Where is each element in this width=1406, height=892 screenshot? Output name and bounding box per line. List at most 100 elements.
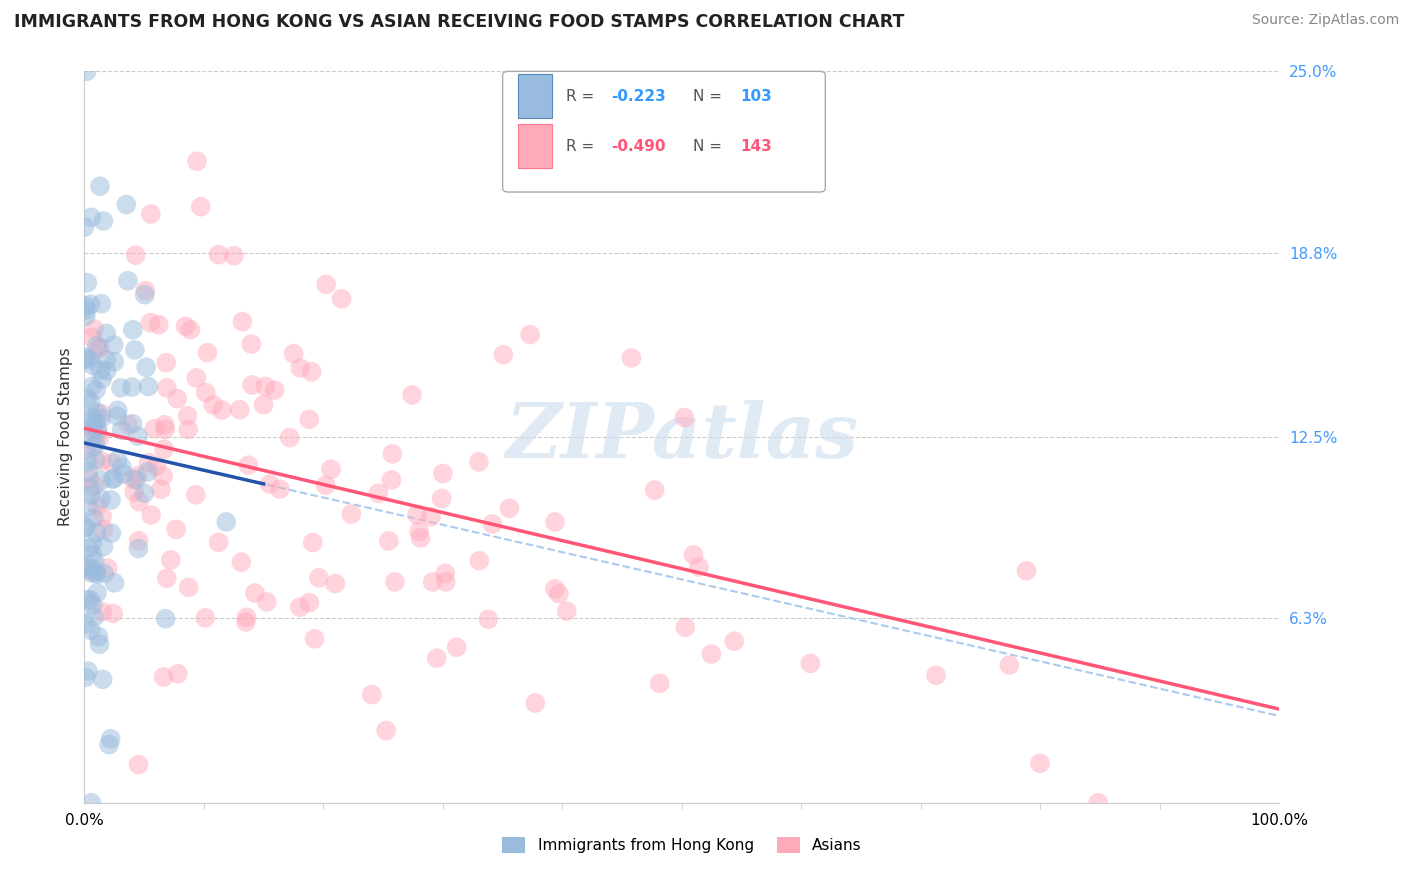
Point (80, 430, 103, 444)
Point (111, 460, 134, 475)
Point (186, 371, 208, 385)
Point (648, 676, 671, 690)
Point (238, 458, 260, 473)
Point (283, 346, 305, 360)
Point (89, 341, 111, 355)
Point (240, 378, 263, 392)
Point (134, 287, 156, 301)
Point (75, 616, 97, 631)
Point (408, 524, 430, 539)
Point (90, 411, 112, 425)
Point (148, 318, 170, 332)
Point (231, 315, 253, 329)
Point (401, 388, 423, 402)
Point (103, 575, 125, 590)
Point (304, 632, 326, 646)
Text: R =: R = (567, 88, 599, 103)
Point (83, 610, 105, 624)
Point (89, 179, 111, 194)
Point (688, 560, 710, 574)
Point (125, 473, 148, 487)
Point (75, 520, 97, 534)
Point (723, 634, 745, 648)
Point (76, 64, 98, 78)
Point (544, 582, 567, 596)
Point (76, 500, 98, 515)
Point (202, 398, 225, 412)
Point (100, 731, 122, 746)
Point (93, 522, 115, 536)
Point (77, 664, 100, 678)
Point (121, 472, 143, 486)
Point (79, 297, 101, 311)
Point (97, 561, 120, 575)
Point (156, 571, 179, 585)
Point (186, 154, 208, 169)
Point (93, 566, 115, 581)
Point (89, 637, 111, 651)
Point (83, 440, 105, 454)
Point (134, 284, 156, 298)
Point (134, 486, 156, 500)
Text: N =: N = (693, 138, 727, 153)
Text: N =: N = (693, 88, 727, 103)
Point (76, 454, 98, 468)
Point (155, 356, 177, 370)
Point (84, 415, 107, 429)
Point (252, 398, 274, 412)
Point (384, 574, 406, 589)
Point (86, 406, 108, 420)
Point (426, 651, 449, 665)
Point (360, 688, 382, 702)
Point (288, 600, 311, 615)
Point (86, 423, 108, 437)
Point (91, 673, 114, 687)
Point (177, 580, 200, 594)
Point (519, 327, 541, 342)
Point (103, 338, 125, 352)
Point (117, 417, 139, 432)
Point (524, 696, 547, 710)
Point (298, 595, 321, 609)
Text: ZIPatlas: ZIPatlas (505, 401, 859, 474)
Point (75, 350, 97, 364)
Point (117, 274, 139, 288)
Point (101, 607, 124, 621)
Point (75, 351, 97, 366)
Point (301, 535, 323, 549)
Point (139, 316, 162, 330)
Point (75, 299, 97, 313)
Point (83, 478, 105, 492)
Point (432, 467, 454, 481)
Point (80, 796, 103, 810)
Point (682, 548, 704, 562)
Point (673, 620, 696, 634)
Point (166, 666, 188, 681)
Point (256, 595, 278, 609)
Point (375, 723, 398, 738)
Point (80, 379, 103, 393)
Point (127, 468, 149, 483)
Point (174, 319, 197, 334)
Point (434, 566, 457, 581)
Point (121, 417, 143, 431)
Point (80, 410, 103, 425)
Point (77, 352, 100, 367)
Point (77, 563, 100, 577)
Point (290, 361, 312, 376)
Point (115, 197, 138, 211)
Point (673, 410, 696, 425)
Point (86, 525, 108, 540)
Point (156, 381, 179, 395)
Point (159, 553, 181, 567)
Point (83, 511, 105, 525)
Y-axis label: Receiving Food Stamps: Receiving Food Stamps (58, 348, 73, 526)
Point (215, 515, 238, 529)
Point (86, 339, 108, 353)
Point (240, 337, 263, 351)
Point (75, 303, 97, 318)
Point (235, 615, 257, 629)
Point (100, 492, 122, 507)
Point (406, 508, 429, 522)
Point (90, 454, 112, 468)
